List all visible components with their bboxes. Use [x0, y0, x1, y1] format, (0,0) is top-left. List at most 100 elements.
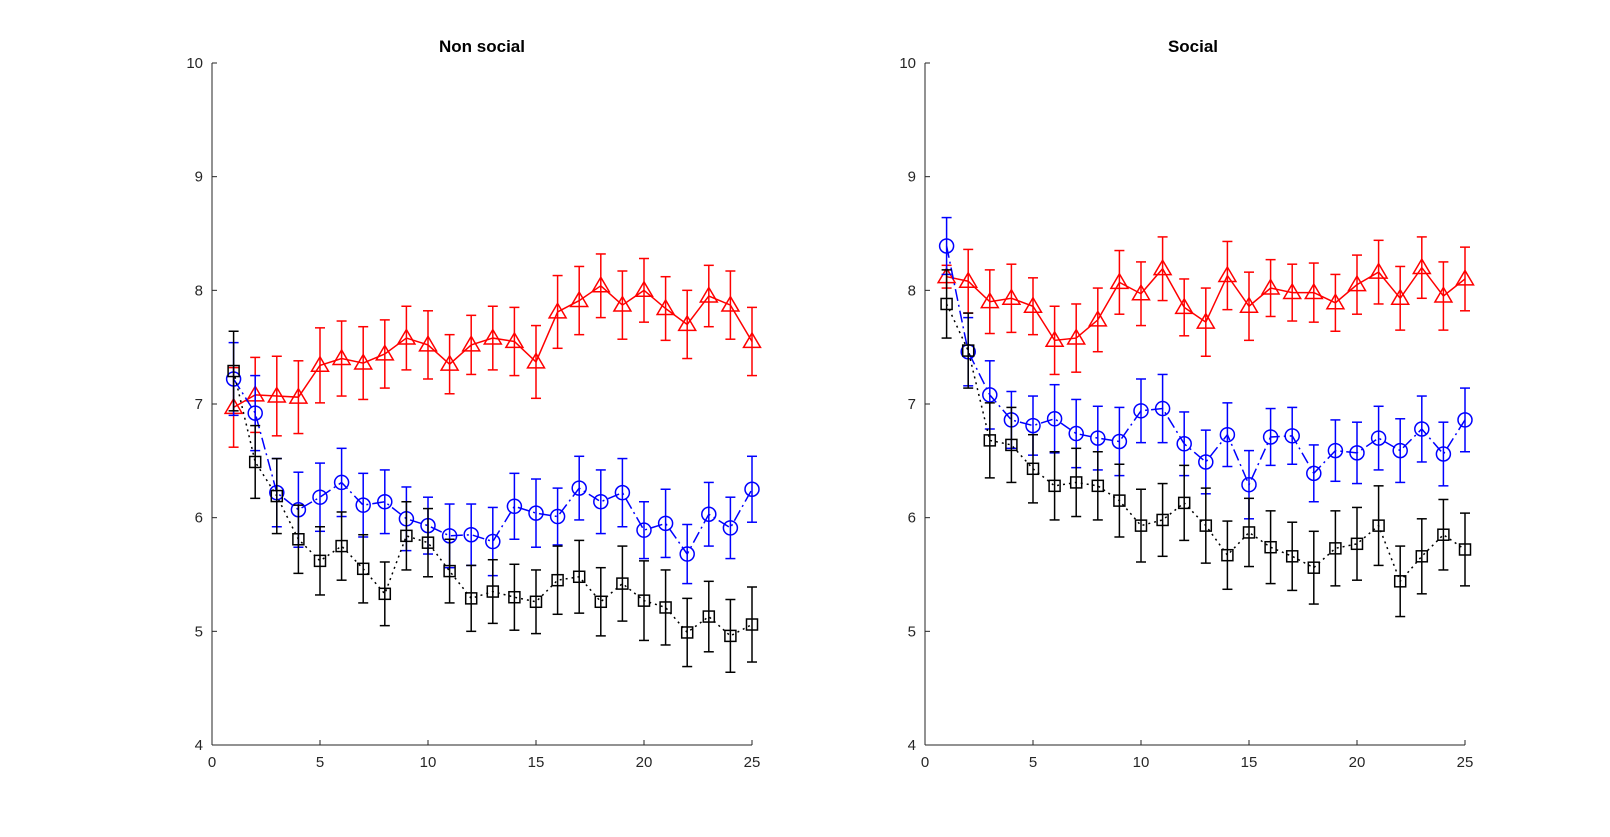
- data-point-square: [464, 592, 478, 605]
- data-point-triangle: [958, 271, 979, 288]
- data-point-triangle: [979, 291, 1000, 309]
- y-tick-label: 8: [908, 282, 916, 299]
- x-tick-label: 20: [636, 754, 653, 771]
- error-bar: [639, 501, 649, 560]
- series-triangle: [936, 236, 1475, 376]
- y-tick-label: 10: [899, 55, 916, 72]
- data-point-circle: [1219, 426, 1236, 443]
- data-point-triangle: [1001, 288, 1022, 305]
- error-bar: [293, 360, 304, 435]
- data-point-circle: [679, 546, 695, 562]
- data-point-triangle: [353, 353, 374, 370]
- plot-area: 4 5 6 7 8 9 10 0 5 10 15 20 25: [899, 55, 1475, 771]
- data-point-triangle: [1368, 262, 1389, 279]
- error-bar: [1244, 497, 1254, 568]
- data-point-square: [724, 629, 737, 643]
- data-point-circle: [463, 526, 479, 543]
- error-bar: [1049, 450, 1060, 521]
- error-bar: [531, 324, 541, 400]
- error-bar: [509, 563, 520, 631]
- data-point-circle: [657, 515, 674, 532]
- error-bar: [941, 269, 952, 339]
- error-bar: [1179, 278, 1190, 337]
- data-point-square: [529, 595, 543, 609]
- error-bar: [1049, 305, 1060, 376]
- error-bar: [1352, 254, 1362, 315]
- series-square: [227, 330, 759, 674]
- error-bar: [1416, 518, 1427, 595]
- x-tick-label: 5: [316, 754, 324, 771]
- error-bar: [1287, 263, 1298, 322]
- data-point-triangle: [1390, 288, 1411, 305]
- data-point-circle: [485, 533, 501, 550]
- error-bar: [963, 312, 974, 389]
- error-bar: [660, 569, 671, 646]
- panel-title: Social: [1168, 37, 1218, 56]
- data-point-square: [616, 577, 629, 590]
- error-bar: [747, 306, 757, 377]
- data-point-circle: [1392, 442, 1408, 459]
- error-bar: [423, 507, 433, 578]
- data-point-square: [378, 587, 392, 601]
- error-bar: [1136, 378, 1146, 444]
- error-bar: [747, 455, 757, 523]
- data-point-triangle: [310, 355, 330, 373]
- data-point-circle: [1176, 436, 1192, 452]
- data-point-triangle: [1023, 296, 1043, 313]
- data-point-square: [983, 434, 997, 447]
- data-point-triangle: [590, 275, 611, 293]
- error-bar: [401, 501, 412, 571]
- error-bar: [1222, 240, 1233, 311]
- x-tick-label: 25: [744, 754, 761, 771]
- x-tick-label: 25: [1457, 754, 1474, 771]
- data-point-circle: [1046, 411, 1063, 427]
- error-bar: [423, 310, 433, 380]
- data-point-triangle: [742, 331, 762, 349]
- error-bar: [1200, 287, 1211, 358]
- data-point-square: [594, 595, 608, 609]
- data-point-circle: [312, 489, 328, 505]
- error-bar: [574, 455, 585, 521]
- error-bar: [466, 564, 477, 633]
- x-tick-label: 20: [1349, 754, 1366, 771]
- error-bar: [1460, 387, 1470, 453]
- data-point-square: [745, 618, 759, 631]
- error-bar: [1308, 262, 1319, 323]
- data-point-square: [702, 610, 716, 623]
- error-bar: [703, 580, 714, 653]
- data-point-square: [508, 590, 521, 604]
- error-bar: [1028, 433, 1038, 504]
- error-bar: [574, 539, 585, 614]
- error-bar: [552, 274, 563, 350]
- error-bar: [1373, 405, 1384, 471]
- error-bar: [1028, 277, 1038, 336]
- error-bar: [487, 558, 498, 625]
- panel-non-social: Non social 4 5 6 7 8 9 10 0 5 10 15 20 25: [186, 37, 762, 771]
- data-point-square: [1048, 479, 1061, 493]
- data-point-square: [1393, 575, 1407, 588]
- data-point-square: [637, 594, 651, 607]
- y-tick-label: 5: [195, 623, 203, 640]
- error-bar: [1416, 236, 1427, 300]
- error-bar: [1157, 236, 1168, 302]
- error-bar: [487, 305, 498, 371]
- error-bar: [1071, 447, 1082, 518]
- data-point-square: [1156, 513, 1169, 527]
- error-bar: [379, 469, 390, 535]
- data-point-triangle: [439, 354, 460, 371]
- error-bar: [1460, 246, 1470, 312]
- error-bar: [315, 327, 325, 404]
- y-tick-label: 4: [195, 737, 203, 754]
- error-bar: [660, 275, 671, 342]
- error-bar: [1438, 498, 1449, 571]
- data-point-triangle: [1195, 312, 1216, 329]
- data-point-triangle: [1217, 265, 1238, 283]
- data-point-circle: [1349, 445, 1365, 461]
- data-point-triangle: [504, 331, 525, 349]
- x-tick-label: 0: [921, 754, 929, 771]
- data-point-circle: [333, 474, 350, 491]
- series-circle: [225, 341, 760, 585]
- data-point-circle: [982, 387, 998, 403]
- error-bar: [1114, 249, 1125, 315]
- y-tick-label: 5: [908, 623, 916, 640]
